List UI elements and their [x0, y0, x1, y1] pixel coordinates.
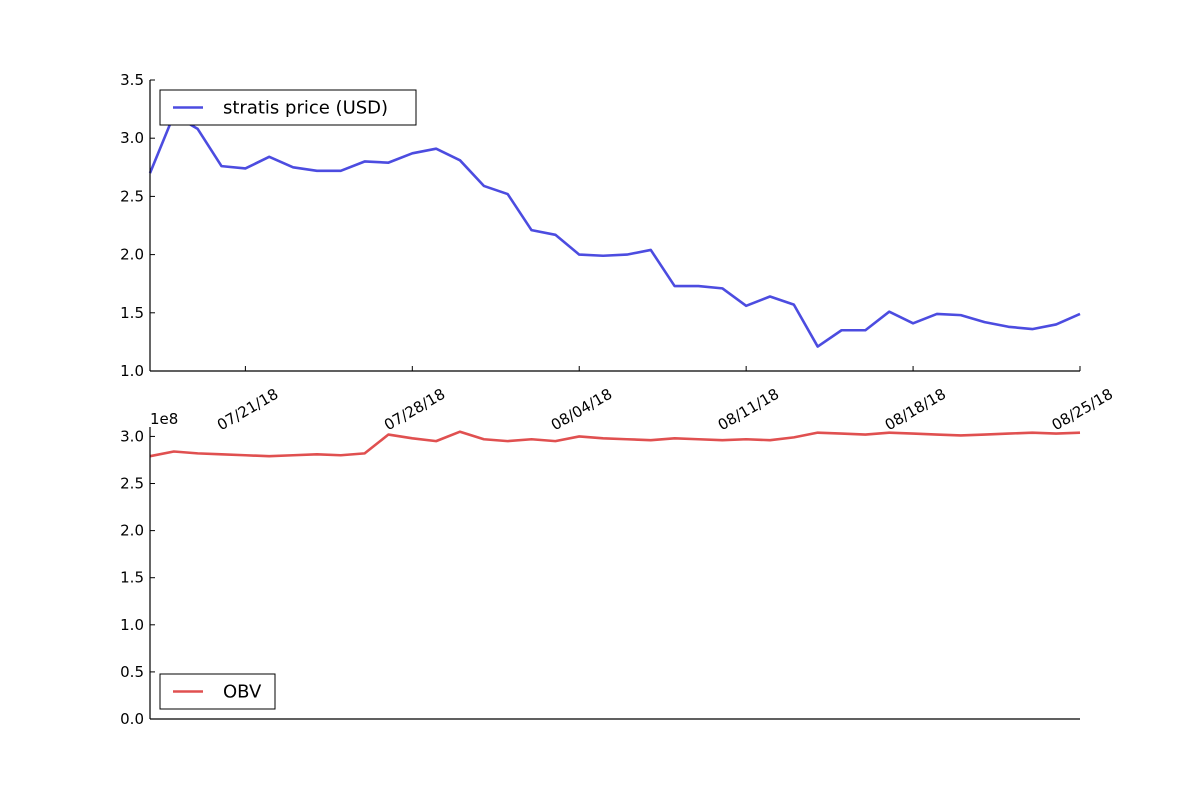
y-tick-label: 2.5: [120, 187, 144, 205]
y-tick-label: 2.0: [120, 246, 144, 264]
series-line-price: [148, 113, 1081, 348]
x-tick-label: 08/25/18: [1049, 385, 1116, 434]
y-tick-label: 1.5: [120, 569, 144, 587]
y-tick-label: 2.5: [120, 475, 144, 493]
x-tick-label: 08/04/18: [548, 385, 615, 434]
legend-label: stratis price (USD): [223, 98, 388, 119]
price-panel: 1.0 1.5 2.0 2.5 3.0 3.5 07/21/18 07/28/18 08/04/…: [120, 71, 1116, 434]
y-tick-label: 3.5: [120, 71, 144, 89]
y-tick-label: 1.5: [120, 304, 144, 322]
y-offset-label: 1e8: [150, 410, 178, 428]
x-tick-label: 08/11/18: [715, 385, 782, 434]
series-line-obv: [149, 430, 1081, 458]
y-tick-label: 0.0: [120, 710, 144, 728]
y-tick-label: 3.0: [120, 129, 144, 147]
y-tick-label: 1.0: [120, 616, 144, 634]
y-tick-label: 1.0: [120, 362, 144, 380]
y-tick-label: 0.5: [120, 663, 144, 681]
legend-label: OBV: [223, 682, 262, 703]
x-tick-label: 07/28/18: [381, 385, 448, 434]
y-tick-label: 2.0: [120, 522, 144, 540]
obv-panel: 0.0 0.5 1.0 1.5 2.0 2.5 3.0 1e8 OBV: [120, 410, 1081, 728]
y-tick-label: 3.0: [120, 427, 144, 445]
x-tick-label: 08/18/18: [882, 385, 949, 434]
x-tick-label: 07/21/18: [214, 385, 281, 434]
